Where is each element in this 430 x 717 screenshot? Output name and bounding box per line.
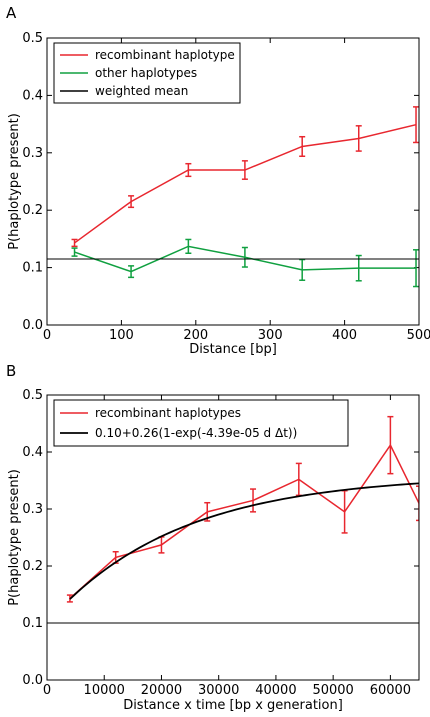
panel-letter: B <box>6 362 16 380</box>
series-0-line <box>69 443 419 600</box>
x-tick-label: 40000 <box>255 683 296 698</box>
x-axis-label: Distance [bp] <box>189 342 277 357</box>
y-tick-label: 0.2 <box>22 559 43 574</box>
y-tick-label: 0.0 <box>22 318 43 333</box>
legend-entry: recombinant haplotypes <box>95 406 241 420</box>
x-axis-label: Distance x time [bp x generation] <box>123 698 343 713</box>
x-tick-label: 0 <box>43 683 51 698</box>
y-tick-label: 0.5 <box>22 388 43 403</box>
x-tick-label: 10000 <box>84 683 125 698</box>
y-tick-label: 0.4 <box>22 88 43 103</box>
x-tick-label: 100 <box>109 328 134 343</box>
legend: recombinant haplotypes 0.10+0.26(1-exp(-4… <box>53 399 349 447</box>
x-tick-label: 50000 <box>312 683 353 698</box>
y-tick-label: 0.5 <box>22 31 43 46</box>
series-0-line <box>74 123 417 244</box>
x-tick-label: 200 <box>183 328 208 343</box>
x-tick-label: 400 <box>332 328 357 343</box>
plot-area <box>47 106 419 288</box>
panel-a: A 0 100 200 300 400 500 0.0 0.1 0.2 0.3 0.4 0.5 Dista… <box>6 4 430 357</box>
x-tick-label: 0 <box>43 328 51 343</box>
y-tick-label: 0.2 <box>22 203 43 218</box>
x-tick-label: 30000 <box>198 683 239 698</box>
legend-entry: other haplotypes <box>95 66 197 80</box>
x-tick-label: 500 <box>407 328 430 343</box>
panel-letter: A <box>6 4 17 22</box>
y-tick-label: 0.4 <box>22 445 43 460</box>
x-tick-label: 60000 <box>370 683 411 698</box>
legend-entry: weighted mean <box>95 84 188 98</box>
y-tick-label: 0.1 <box>22 616 43 631</box>
y-tick-label: 0.1 <box>22 261 43 276</box>
x-tick-label: 20000 <box>141 683 182 698</box>
plot-frame <box>46 394 420 681</box>
legend-entry: recombinant haplotype <box>95 48 235 62</box>
legend: recombinant haplotype other haplotypes wei… <box>53 42 241 104</box>
panel-b: B 0 10000 20000 30000 40000 50000 60000 0.0 0.1 0.… <box>6 362 420 713</box>
y-axis-label: P(haplotype present) <box>7 469 22 606</box>
fit-curve <box>69 482 419 600</box>
y-tick-label: 0.3 <box>22 502 43 517</box>
legend-entry: 0.10+0.26(1-exp(-4.39e-05 d Δt)) <box>95 426 297 440</box>
y-axis-label: P(haplotype present) <box>7 113 22 250</box>
plot-area <box>66 415 419 603</box>
y-tick-label: 0.3 <box>22 146 43 161</box>
plot-frame <box>46 37 420 326</box>
legend-box <box>53 399 349 447</box>
y-tick-label: 0.0 <box>22 673 43 688</box>
x-tick-label: 300 <box>258 328 283 343</box>
